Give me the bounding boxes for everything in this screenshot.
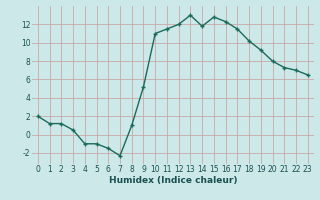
X-axis label: Humidex (Indice chaleur): Humidex (Indice chaleur): [108, 176, 237, 185]
